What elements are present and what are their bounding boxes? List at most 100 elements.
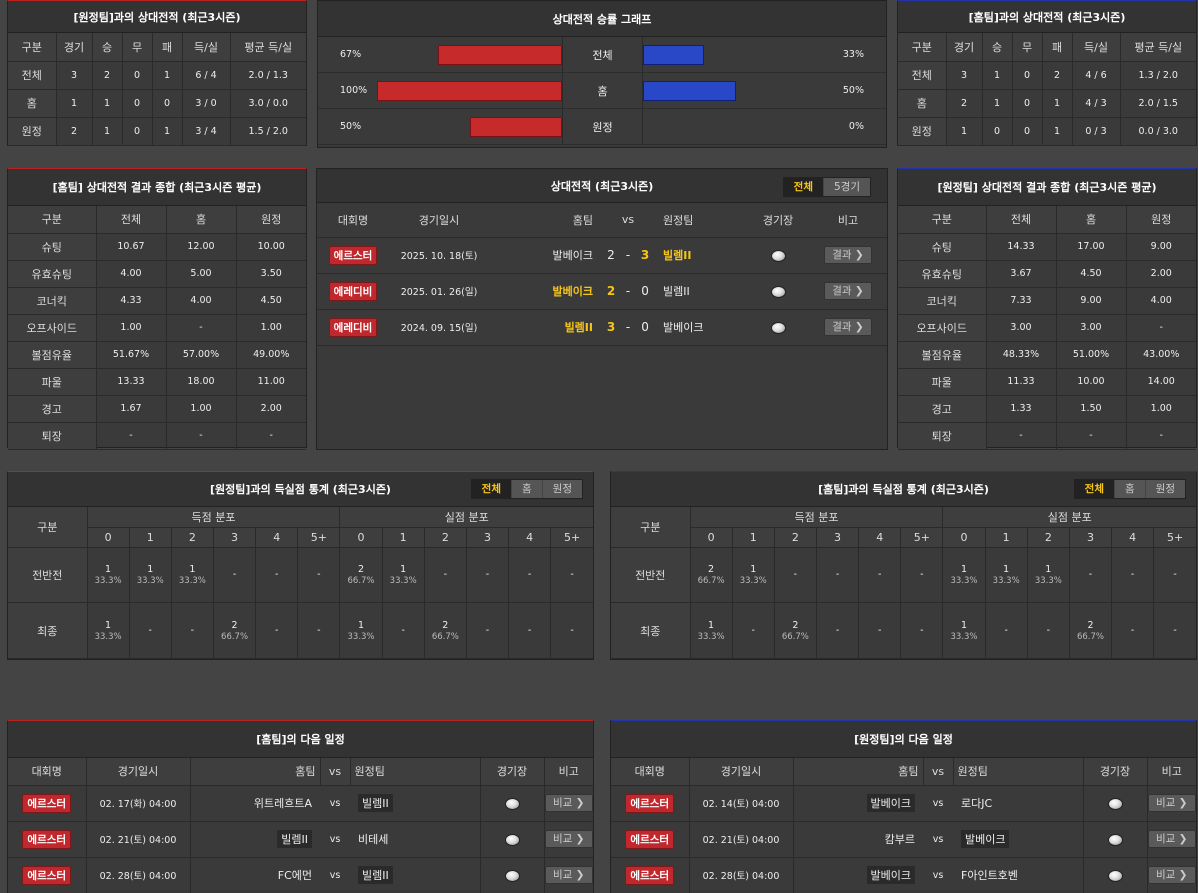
league-badge[interactable]: 에르스터 [625, 793, 675, 813]
stat-cell: 10.00 [236, 233, 306, 261]
match-date: 02. 28(토) 04:00 [86, 857, 191, 893]
next-home-panel: [홈팀]의 다음 일정 대회명 경기일시 홈팀 vs 원정팀 경기장 비고 에르스터 02. 1… [7, 720, 594, 893]
home-win-bar [438, 45, 562, 65]
stat-cell: 1 [946, 117, 983, 146]
table-row: 볼점유율 51.67% 57.00% 49.00% [8, 341, 306, 369]
away-score: 3 [633, 237, 658, 274]
column-header: 무 [122, 33, 153, 62]
match-date: 2025. 10. 18(토) [389, 237, 489, 274]
note-cell: 비교 ❯ [1147, 785, 1196, 822]
stadium-icon[interactable] [504, 833, 520, 846]
venue-cell [480, 857, 545, 893]
schedule-row: 에르스터 02. 21(토) 04:00 빌렘II vs 비테세 비교 ❯ [8, 821, 593, 858]
home-win-pct: 50% [340, 121, 362, 132]
stat-cell: 1.5 / 2.0 [230, 117, 306, 146]
category-header: 구분 [611, 507, 691, 548]
stat-cell: 4.50 [1056, 260, 1127, 288]
home-team: 발베이크 [866, 866, 915, 884]
dist-cell: - [424, 547, 467, 604]
league-badge[interactable]: 에르스터 [625, 865, 675, 885]
goals-home-tabs: 전체 홈 원정 [1073, 479, 1186, 499]
summary-home-title: [홈팀] 상대전적 결과 종합 (최근3시즌 평균) [8, 169, 306, 206]
tab-5games[interactable]: 5경기 [833, 181, 860, 193]
stat-cell: 48.33% [986, 341, 1057, 369]
column-header: 전체 [986, 206, 1057, 234]
compare-button[interactable]: 비교 ❯ [1147, 794, 1196, 812]
compare-button[interactable]: 비교 ❯ [544, 866, 593, 884]
home-win-bar [377, 81, 562, 101]
matches-title: 상대전적 (최근3시즌) 전체 5경기 [317, 169, 887, 203]
match-date: 02. 28(토) 04:00 [689, 857, 794, 893]
dist-cell: 2 66.7% [213, 602, 257, 659]
stat-cell: 1 [92, 117, 123, 146]
league-badge[interactable]: 에르스터 [22, 793, 72, 813]
dist-count: - [232, 569, 237, 581]
home-team: 캄부르 [884, 833, 915, 846]
league-badge[interactable]: 에르스터 [625, 829, 675, 849]
dist-count: 1 [960, 563, 968, 575]
away-win-bar [643, 81, 736, 101]
tab-all[interactable]: 전체 [1074, 480, 1115, 498]
stadium-icon[interactable] [1107, 833, 1123, 846]
stadium-icon[interactable] [770, 321, 786, 334]
goal-count-header: 0 [942, 527, 986, 548]
graph-row-label: 원정 [562, 109, 643, 144]
dist-cell: 1 33.3% [339, 602, 383, 659]
stadium-icon[interactable] [1107, 869, 1123, 882]
goal-count-row: 0 1 2 3 4 5+ 0 1 2 3 4 5+ [8, 527, 593, 548]
compare-button[interactable]: 비교 ❯ [1147, 866, 1196, 884]
tab-all[interactable]: 전체 [783, 178, 824, 196]
stadium-icon[interactable] [770, 249, 786, 262]
dist-count: 1 [400, 563, 407, 575]
stat-cell: 0 [1012, 117, 1043, 146]
compare-button[interactable]: 비교 ❯ [1147, 830, 1196, 848]
home-team-cell: 캄부르 [793, 821, 923, 858]
dist-cell: - [732, 602, 775, 659]
vs-header: vs [599, 203, 658, 238]
stadium-icon[interactable] [504, 797, 520, 810]
league-badge[interactable]: 에레디비 [328, 317, 378, 337]
conceded-header: 실점 분포 [942, 507, 1196, 528]
tab-home[interactable]: 홈 [1115, 480, 1146, 498]
vs-text: vs [320, 785, 350, 822]
dist-count: - [877, 625, 882, 637]
stat-cell: 1 [1042, 89, 1073, 118]
league-badge[interactable]: 에레디비 [328, 281, 378, 301]
note-cell: 비교 ❯ [1147, 857, 1196, 893]
h2h-away-panel: [원정팀]과의 상대전적 (최근3시즌) 구분 경기 승 무 패 득/실 평균 득/실 전체… [7, 0, 307, 146]
tab-all[interactable]: 전체 [471, 480, 512, 498]
goals-away-table: 구분 득점 분포 실점 분포 0 1 2 3 4 5+ 0 1 2 3 4 5+ 전반전 1 33.3% 1 33.3… [8, 507, 593, 659]
compare-button[interactable]: 비교 ❯ [544, 794, 593, 812]
scored-header: 득점 분포 [690, 507, 944, 528]
stat-cell: 2 [946, 89, 983, 118]
goal-count-header: 3 [466, 527, 510, 548]
dist-count: - [401, 625, 405, 637]
match-date: 2024. 09. 15(일) [389, 309, 489, 346]
tab-home[interactable]: 홈 [512, 480, 543, 498]
away-team: 빌렘II [358, 866, 393, 884]
tab-away[interactable]: 원정 [552, 483, 572, 495]
compare-button[interactable]: 비교 ❯ [544, 830, 593, 848]
stadium-icon[interactable] [770, 285, 786, 298]
league-badge[interactable]: 에르스터 [22, 829, 72, 849]
table-row: 원정 1 0 0 1 0 / 3 0.0 / 3.0 [898, 117, 1196, 146]
stat-cell: 3 / 4 [182, 117, 231, 146]
result-button[interactable]: 결과 ❯ [824, 246, 872, 264]
tab-away[interactable]: 원정 [1155, 483, 1175, 495]
stat-cell: 1 [982, 61, 1013, 90]
stat-cell: 4.00 [166, 287, 237, 315]
table-row: 유효슈팅 4.00 5.00 3.50 [8, 260, 306, 288]
goals-away-tabs: 전체 홈 원정 [470, 479, 583, 499]
result-button[interactable]: 결과 ❯ [824, 282, 872, 300]
note-cell: 비교 ❯ [544, 785, 593, 822]
league-badge[interactable]: 에르스터 [328, 245, 378, 265]
goals-home-title: [홈팀]과의 득실점 통계 (최근3시즌) [818, 483, 989, 496]
stadium-icon[interactable] [504, 869, 520, 882]
stadium-icon[interactable] [1107, 797, 1123, 810]
graph-row-label: 전체 [562, 37, 643, 72]
league-badge[interactable]: 에르스터 [22, 865, 72, 885]
match-row: 에르스터 2025. 10. 18(토) 발베이크 2-3 빌렘II 결과 ❯ [317, 237, 887, 274]
result-button[interactable]: 결과 ❯ [824, 318, 872, 336]
goal-count-header: 4 [508, 527, 552, 548]
table-row: 전체 3 2 0 1 6 / 4 2.0 / 1.3 [8, 61, 306, 90]
